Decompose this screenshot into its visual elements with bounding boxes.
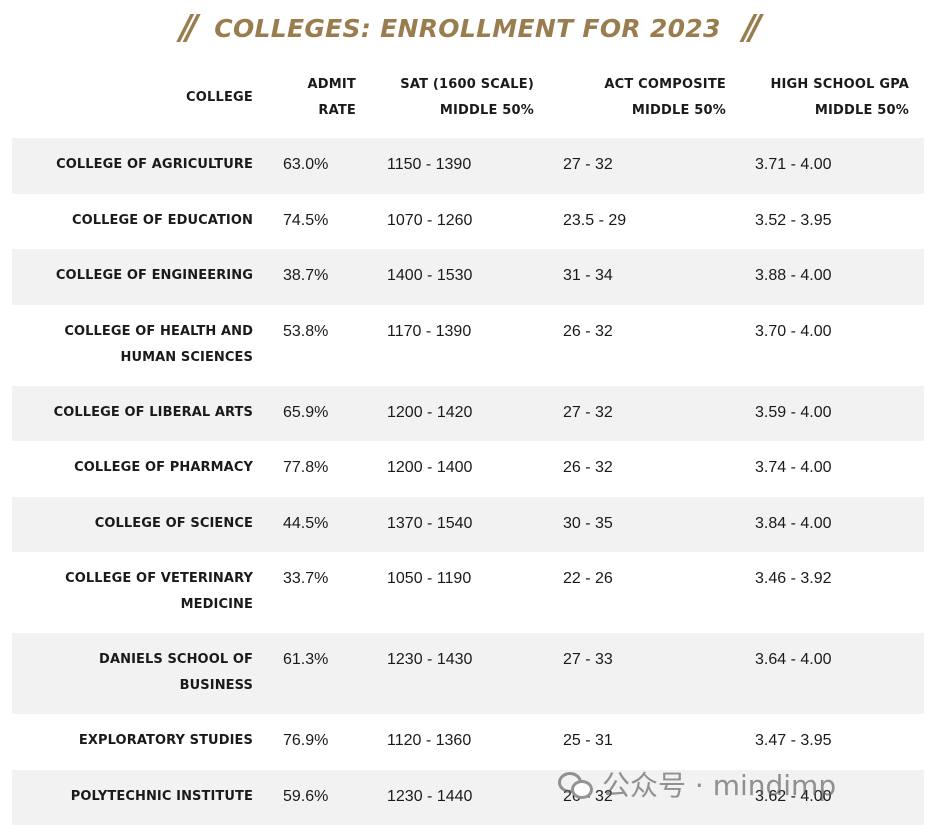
sat-range-cell: 1370 - 1540 — [387, 514, 473, 532]
gpa-range-cell: 3.71 - 4.00 — [755, 156, 832, 173]
table-row: DANIELS SCHOOL OF BUSINESS 61.3% 1230 - 1… — [12, 633, 924, 714]
act-range-cell: 25 - 31 — [563, 732, 613, 749]
watermark-text: 公众号 · mindimp — [602, 769, 837, 802]
sat-range-cell: 1230 - 1440 — [387, 787, 473, 805]
college-name: COLLEGE OF ENGINEERING — [55, 268, 253, 283]
act-range-cell: 26 - 32 — [563, 459, 613, 476]
gpa-range-cell: 3.52 - 3.95 — [755, 211, 832, 229]
act-range-cell: 23.5 - 29 — [563, 211, 627, 229]
gpa-range-cell: 3.70 - 4.00 — [755, 322, 832, 340]
admit-rate-cell: 76.9% — [283, 732, 329, 749]
college-name: COLLEGE OF AGRICULTURE — [56, 157, 253, 172]
act-range-cell: 22 - 26 — [563, 570, 613, 587]
header-sat: SAT (1600 SCALE) MIDDLE 50% — [400, 77, 534, 118]
table-row: POLYTECHNIC INSTITUTE 59.6% 1230 - 1440 … — [12, 769, 924, 825]
sat-range-cell: 1050 - 1190 — [387, 570, 472, 587]
college-name: COLLEGE OF SCIENCE — [94, 515, 253, 531]
page-title: COLLEGES: ENROLLMENT FOR 2023 — [214, 13, 721, 43]
admit-rate-cell: 77.8% — [283, 459, 329, 476]
act-range-cell: 27 - 32 — [563, 403, 613, 421]
sat-range-cell: 1400 - 1530 — [387, 267, 473, 284]
gpa-range-cell: 3.88 - 4.00 — [755, 267, 832, 284]
table-row: COLLEGE OF AGRICULTURE 63.0% 1150 - 1390… — [12, 138, 924, 194]
table-row: COLLEGE OF ENGINEERING 38.7% 1400 - 1530… — [12, 249, 924, 305]
admit-rate-cell: 59.6% — [283, 787, 329, 805]
header-act: ACT COMPOSITE MIDDLE 50% — [604, 77, 726, 118]
sat-range-cell: 1170 - 1390 — [387, 322, 472, 340]
college-name: COLLEGE OF LIBERAL ARTS — [53, 404, 253, 420]
table-row: COLLEGE OF SCIENCE 44.5% 1370 - 1540 30 … — [12, 496, 924, 552]
college-name: COLLEGE OF EDUCATION — [71, 212, 253, 228]
admit-rate-cell: 53.8% — [283, 322, 329, 340]
admit-rate-cell: 38.7% — [283, 267, 329, 284]
sat-range-cell: 1150 - 1390 — [387, 156, 472, 173]
table-row: COLLEGE OF PHARMACY 77.8% 1200 - 1400 26… — [12, 441, 924, 497]
header-admit-rate: ADMIT RATE — [307, 77, 356, 118]
title-slash-left: // — [179, 8, 198, 48]
sat-range-cell: 1070 - 1260 — [387, 211, 473, 229]
table-row: COLLEGE OF LIBERAL ARTS 65.9% 1200 - 142… — [12, 385, 924, 441]
admit-rate-cell: 74.5% — [283, 211, 329, 229]
gpa-range-cell: 3.84 - 4.00 — [755, 514, 832, 532]
admit-rate-cell: 61.3% — [283, 651, 329, 668]
college-name: POLYTECHNIC INSTITUTE — [70, 788, 253, 804]
gpa-range-cell: 3.46 - 3.92 — [755, 570, 832, 587]
sat-range-cell: 1120 - 1360 — [387, 732, 472, 749]
act-range-cell: 27 - 32 — [563, 156, 613, 173]
admit-rate-cell: 65.9% — [283, 403, 329, 421]
college-name: DANIELS SCHOOL OF BUSINESS — [99, 652, 253, 693]
gpa-range-cell: 3.47 - 3.95 — [755, 732, 832, 749]
sat-range-cell: 1200 - 1400 — [387, 459, 473, 476]
table-row: COLLEGE OF EDUCATION 74.5% 1070 - 1260 2… — [12, 194, 924, 250]
title-slash-right: // — [742, 8, 762, 48]
act-range-cell: 27 - 33 — [563, 651, 613, 668]
college-name: EXPLORATORY STUDIES — [78, 733, 253, 748]
act-range-cell: 31 - 34 — [563, 267, 613, 284]
table-row: COLLEGE OF HEALTH AND HUMAN SCIENCES 53.8… — [12, 305, 924, 386]
college-name: COLLEGE OF PHARMACY — [74, 460, 253, 475]
gpa-range-cell: 3.74 - 4.00 — [755, 459, 832, 476]
college-name: COLLEGE OF VETERINARY MEDICINE — [65, 571, 253, 612]
gpa-range-cell: 3.64 - 4.00 — [755, 651, 832, 668]
page-title-bar: // COLLEGES: ENROLLMENT FOR 2023 // — [0, 8, 935, 48]
admit-rate-cell: 63.0% — [283, 156, 329, 173]
gpa-range-cell: 3.59 - 4.00 — [755, 403, 832, 421]
admit-rate-cell: 33.7% — [283, 570, 329, 587]
header-gpa: HIGH SCHOOL GPA MIDDLE 50% — [770, 77, 909, 118]
college-name: COLLEGE OF HEALTH AND HUMAN SCIENCES — [64, 323, 253, 365]
watermark: 公众号 · mindimp — [558, 764, 836, 804]
wechat-icon — [558, 770, 593, 799]
table-header: COLLEGE ADMIT RATE SAT (1600 SCALE) MIDD… — [12, 72, 924, 128]
table-body: COLLEGE OF AGRICULTURE 63.0% 1150 - 1390… — [12, 138, 924, 825]
header-college: COLLEGE — [186, 90, 253, 105]
admit-rate-cell: 44.5% — [283, 514, 329, 532]
act-range-cell: 26 - 32 — [563, 322, 613, 340]
act-range-cell: 30 - 35 — [563, 514, 613, 532]
sat-range-cell: 1230 - 1430 — [387, 651, 473, 668]
table-row: EXPLORATORY STUDIES 76.9% 1120 - 1360 25… — [12, 714, 924, 770]
table-row: COLLEGE OF VETERINARY MEDICINE 33.7% 1050… — [12, 552, 924, 633]
sat-range-cell: 1200 - 1420 — [387, 403, 473, 421]
gpa-range-cell: 3.62 - 4.00 — [755, 787, 832, 805]
